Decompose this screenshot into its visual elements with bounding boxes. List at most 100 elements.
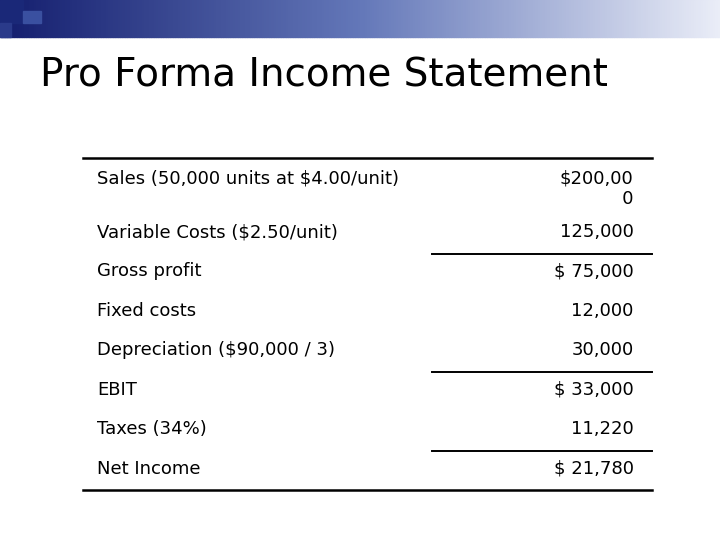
Bar — [346, 0, 348, 37]
Bar — [585, 0, 588, 37]
Bar — [600, 0, 603, 37]
Text: Gross profit: Gross profit — [97, 262, 202, 280]
Bar — [569, 0, 571, 37]
Bar — [45, 0, 48, 37]
Bar — [473, 0, 475, 37]
Bar — [245, 0, 247, 37]
Bar — [312, 0, 315, 37]
Text: Variable Costs ($2.50/unit): Variable Costs ($2.50/unit) — [97, 223, 338, 241]
Bar — [691, 0, 693, 37]
Bar — [648, 0, 650, 37]
Bar — [254, 0, 257, 37]
Bar — [459, 0, 461, 37]
Bar — [63, 0, 65, 37]
Bar — [418, 0, 420, 37]
Bar — [175, 0, 178, 37]
Bar — [626, 0, 629, 37]
Bar — [266, 0, 269, 37]
Bar — [137, 0, 139, 37]
Bar — [218, 0, 221, 37]
Bar — [207, 0, 209, 37]
Bar — [713, 0, 715, 37]
Bar — [216, 0, 218, 37]
Bar — [523, 0, 526, 37]
Bar — [81, 0, 84, 37]
Bar — [166, 0, 168, 37]
Text: $ 21,780: $ 21,780 — [554, 460, 634, 477]
Bar — [50, 0, 53, 37]
Bar — [127, 0, 130, 37]
Bar — [110, 0, 113, 37]
Bar — [223, 0, 225, 37]
Bar — [288, 0, 290, 37]
Text: $ 33,000: $ 33,000 — [554, 381, 634, 399]
Bar — [405, 0, 408, 37]
Bar — [94, 0, 96, 37]
Bar — [444, 0, 446, 37]
Bar — [657, 0, 660, 37]
Bar — [650, 0, 653, 37]
Bar — [180, 0, 182, 37]
Bar — [130, 0, 132, 37]
Bar — [185, 0, 187, 37]
Bar — [434, 0, 437, 37]
Bar — [698, 0, 701, 37]
Bar — [492, 0, 495, 37]
Bar — [173, 0, 175, 37]
Bar — [192, 0, 194, 37]
Bar — [324, 0, 326, 37]
Bar — [365, 0, 367, 37]
Bar — [295, 0, 297, 37]
Bar — [149, 0, 151, 37]
Bar — [533, 0, 535, 37]
Bar — [711, 0, 713, 37]
Bar — [319, 0, 322, 37]
Bar — [612, 0, 614, 37]
Bar — [197, 0, 199, 37]
Bar — [58, 0, 60, 37]
Text: EBIT: EBIT — [97, 381, 137, 399]
Bar — [701, 0, 703, 37]
Bar — [475, 0, 477, 37]
Bar — [103, 0, 106, 37]
Bar — [552, 0, 554, 37]
Bar — [581, 0, 583, 37]
Bar — [660, 0, 662, 37]
Bar — [535, 0, 538, 37]
Bar — [521, 0, 523, 37]
Bar — [247, 0, 250, 37]
Text: $200,00
       0: $200,00 0 — [560, 169, 634, 208]
Bar — [598, 0, 600, 37]
Bar — [60, 0, 63, 37]
Bar — [276, 0, 279, 37]
Bar — [221, 0, 223, 37]
Bar — [120, 0, 122, 37]
Bar — [672, 0, 675, 37]
Bar — [0, 0, 2, 37]
Bar — [629, 0, 631, 37]
Bar — [326, 0, 329, 37]
Bar — [331, 0, 333, 37]
Bar — [353, 0, 355, 37]
Bar — [540, 0, 542, 37]
Bar — [243, 0, 245, 37]
Bar — [297, 0, 300, 37]
Bar — [518, 0, 521, 37]
Bar — [36, 0, 38, 37]
Bar — [307, 0, 310, 37]
Bar — [655, 0, 657, 37]
Bar — [389, 0, 391, 37]
Bar — [235, 0, 238, 37]
Bar — [603, 0, 605, 37]
Bar — [430, 0, 432, 37]
Bar — [77, 0, 79, 37]
Bar — [338, 0, 341, 37]
Bar — [72, 0, 74, 37]
Bar — [562, 0, 564, 37]
Bar — [466, 0, 468, 37]
Bar — [358, 0, 360, 37]
Bar — [362, 0, 365, 37]
Bar — [542, 0, 545, 37]
Bar — [547, 0, 549, 37]
Bar — [34, 0, 36, 37]
